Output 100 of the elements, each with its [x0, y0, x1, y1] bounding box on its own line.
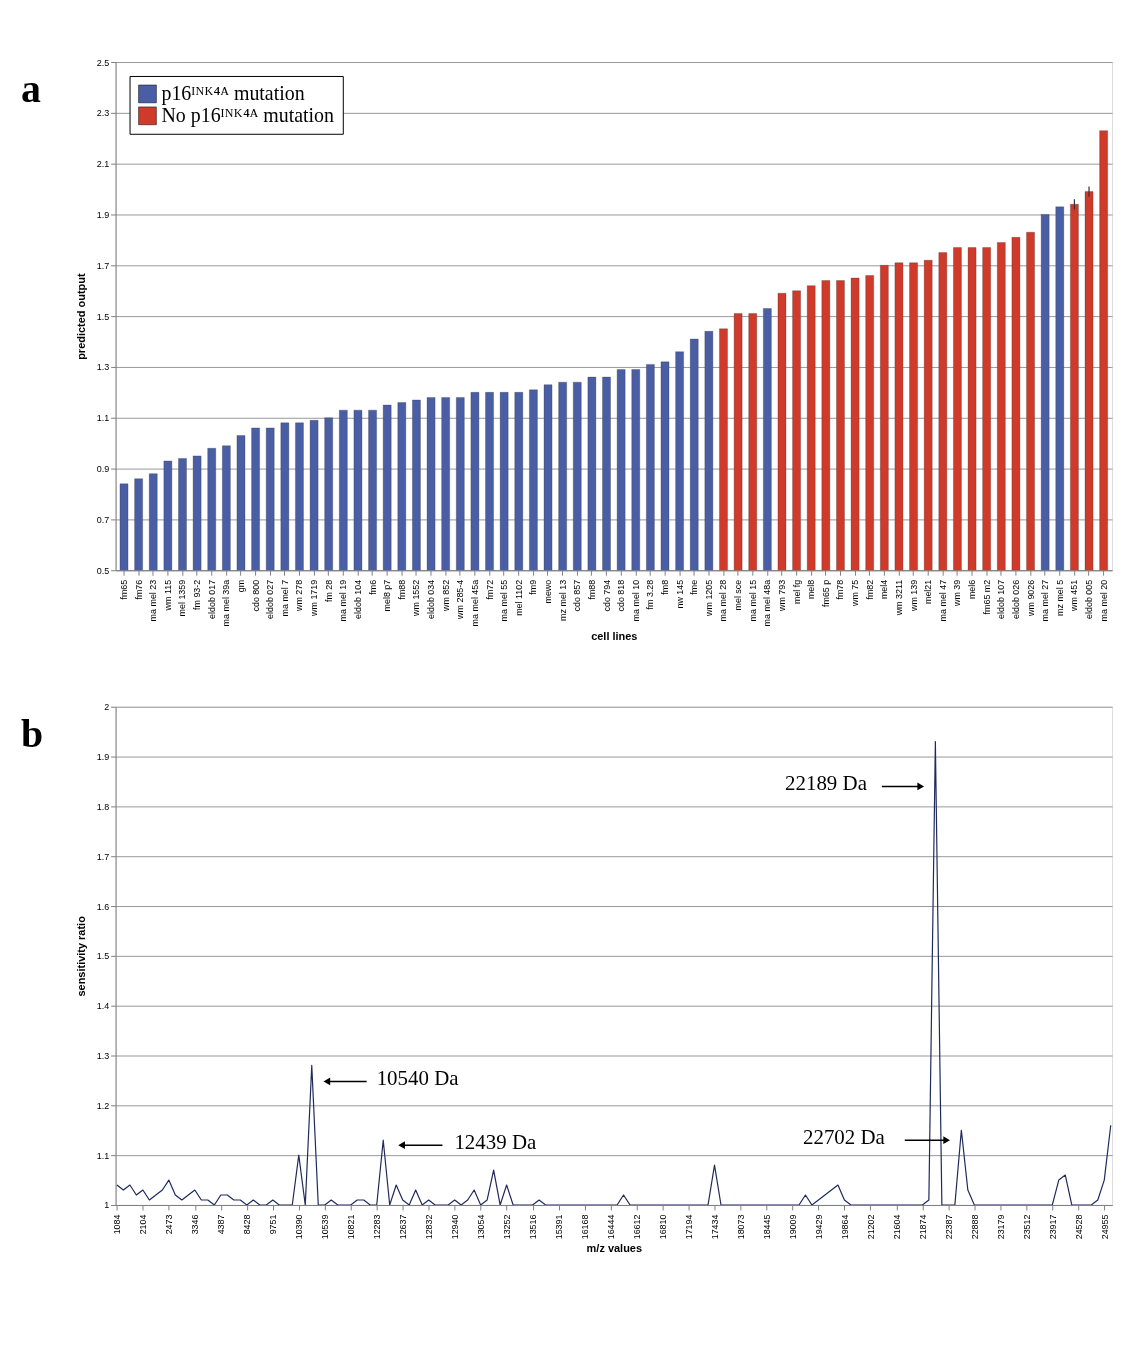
x-tick-label: wm 1719: [309, 579, 320, 618]
x-tick-label: 2104: [138, 1214, 149, 1235]
y-tick-label: 1.5: [96, 951, 110, 962]
x-tick-label: 15391: [554, 1214, 565, 1240]
x-tick-label: ma mel 10: [630, 579, 641, 622]
x-tick-label: cdo 800: [250, 579, 261, 612]
x-tick-label: 21604: [891, 1214, 902, 1240]
x-tick-label: wm 285-4: [455, 579, 466, 620]
x-tick-label: 13054: [476, 1214, 487, 1240]
text: a: [20, 65, 41, 111]
x-tick-label: wm 278: [294, 579, 305, 613]
y-tick-label: 1.4: [96, 1001, 110, 1012]
x-tick-label: wm 9026: [1025, 579, 1036, 618]
x-axis-title: m/z values: [586, 1242, 643, 1255]
x-tick-label: fm88: [396, 579, 407, 600]
x-tick-label: eldob 107: [996, 579, 1007, 620]
x-tick-label: ma mel 20: [1098, 579, 1109, 622]
x-tick-label: fm 3.28: [645, 579, 656, 610]
annotation: 12439 Da: [454, 1130, 537, 1155]
x-tick-label: mz mel 5: [1054, 579, 1065, 617]
x-tick-label: ma mel 48a: [762, 579, 773, 627]
x-tick-label: mewo: [543, 579, 554, 604]
y-tick-label: 0.7: [96, 514, 110, 525]
y-axis-title: sensitivity ratio: [74, 915, 87, 997]
x-tick-label: gm: [235, 579, 246, 593]
x-tick-label: 13516: [528, 1214, 539, 1240]
annotation: 22702 Da: [802, 1125, 885, 1150]
x-tick-label: 22888: [969, 1214, 980, 1240]
x-tick-label: mel sce: [733, 579, 744, 611]
x-tick-label: 19009: [787, 1214, 798, 1240]
x-tick-label: eldob 026: [1010, 579, 1021, 620]
x-tick-label: eldob 005: [1084, 579, 1095, 620]
y-tick-label: 1.1: [96, 413, 110, 424]
x-tick-label: wm 793: [776, 579, 787, 613]
x-tick-label: ma mel 45a: [469, 579, 480, 627]
x-tick-label: ma mel 55: [499, 579, 510, 622]
x-tick-label: ma mel 39a: [221, 579, 232, 627]
x-tick-label: 4387: [216, 1214, 227, 1235]
y-tick-label: 1.3: [96, 362, 110, 373]
x-tick-label: 24955: [1099, 1214, 1110, 1240]
x-tick-label: mel6: [967, 579, 978, 600]
y-tick-label: 1.2: [96, 1100, 110, 1111]
x-tick-label: mz mel 13: [557, 579, 568, 621]
y-tick-label: 1.5: [96, 311, 110, 322]
x-tick-label: ma mel 28: [718, 579, 729, 622]
x-tick-label: wm 1552: [411, 579, 422, 618]
y-tick-label: 2: [104, 702, 110, 713]
x-tick-label: 10821: [346, 1214, 357, 1240]
x-tick-label: mel4: [879, 579, 890, 600]
x-tick-label: 1084: [112, 1214, 123, 1235]
x-tick-label: fm72: [484, 579, 495, 600]
x-tick-label: wm 139: [908, 579, 919, 613]
x-tick-label: wm 75: [850, 579, 861, 608]
x-tick-label: fme: [689, 579, 700, 595]
x-tick-label: cdo 818: [616, 579, 627, 612]
y-tick-label: 1.7: [96, 851, 110, 862]
x-tick-label: 10390: [294, 1214, 305, 1240]
x-tick-label: eldob 104: [352, 579, 363, 620]
x-tick-label: mel 1102: [513, 579, 524, 616]
x-tick-label: fm 93-2: [192, 579, 203, 611]
y-tick-label: 1.8: [96, 801, 110, 812]
x-tick-label: fm9: [528, 579, 539, 595]
legend-label: p16ᴵᴺᴷ⁴ᴬ mutation: [161, 81, 305, 105]
x-tick-label: 16612: [632, 1214, 643, 1240]
x-tick-label: 18073: [735, 1214, 746, 1240]
x-tick-label: 21874: [917, 1214, 928, 1240]
x-tick-label: 12283: [372, 1214, 383, 1240]
y-tick-label: 1.7: [96, 260, 110, 271]
x-tick-label: eldob 034: [426, 579, 437, 620]
x-tick-label: 16444: [606, 1214, 617, 1240]
x-tick-label: fm65 p: [820, 579, 831, 608]
x-tick-label: 10539: [320, 1214, 331, 1240]
x-tick-label: mel21: [923, 579, 934, 605]
y-tick-label: 2.5: [96, 57, 110, 68]
x-tick-label: 12940: [450, 1214, 461, 1240]
x-tick-label: wm 852: [440, 579, 451, 613]
x-tick-label: 12832: [424, 1214, 435, 1240]
x-tick-label: fm 28: [323, 579, 334, 603]
y-tick-label: 1.9: [96, 209, 110, 220]
x-tick-label: 18445: [761, 1214, 772, 1240]
x-tick-label: 17434: [710, 1214, 720, 1240]
x-tick-label: 23512: [1021, 1214, 1032, 1240]
x-tick-label: mel fg: [791, 579, 802, 605]
x-tick-label: 23179: [995, 1214, 1006, 1240]
y-axis-title: predicted output: [74, 273, 87, 360]
x-tick-label: wm 3211: [893, 579, 904, 617]
x-tick-label: 21202: [865, 1214, 876, 1240]
x-tick-label: 19429: [813, 1214, 824, 1240]
x-tick-label: ma mel 19: [338, 579, 349, 622]
x-tick-label: mel8 p7: [382, 579, 393, 612]
annotation: 10540 Da: [376, 1066, 459, 1091]
x-tick-label: mel8: [806, 579, 817, 600]
y-tick-label: 0.9: [96, 464, 110, 475]
y-tick-label: 2.3: [96, 108, 110, 119]
x-tick-label: 22387: [943, 1214, 954, 1240]
y-tick-label: 1.3: [96, 1050, 110, 1061]
x-tick-label: ma mel 27: [1040, 579, 1051, 622]
x-tick-label: ma mel 23: [148, 579, 159, 622]
x-tick-label: wm 451: [1069, 579, 1080, 613]
y-tick-label: 1.6: [96, 901, 110, 912]
